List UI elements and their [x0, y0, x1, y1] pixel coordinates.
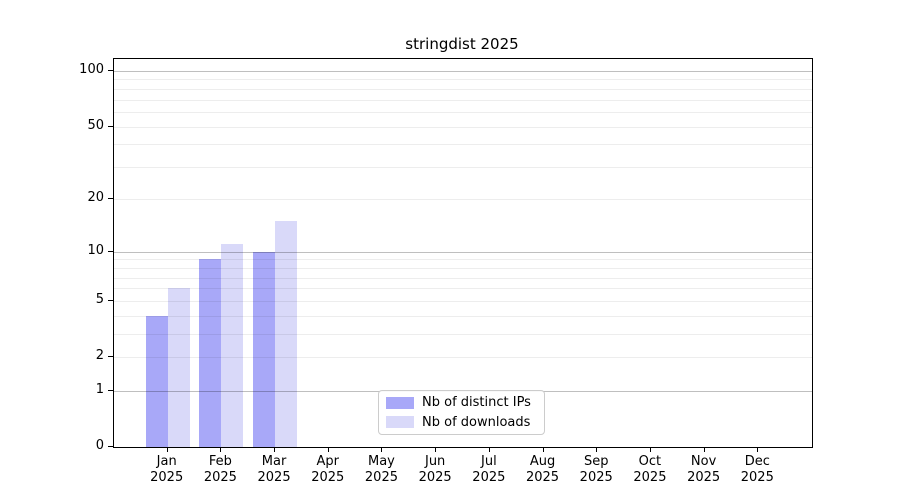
minor-gridline-9	[114, 259, 812, 261]
chart-title: stringdist 2025	[405, 35, 519, 53]
x-tick-mark-jun-2025	[435, 447, 437, 452]
x-tick-label-jun-2025: Jun 2025	[418, 454, 452, 485]
minor-gridline-90	[114, 79, 812, 81]
bar-feb-2025-nb-of-downloads	[221, 244, 244, 447]
legend-label-distinct-ips: Nb of distinct IPs	[422, 395, 531, 411]
x-tick-mark-nov-2025	[703, 447, 705, 452]
x-tick-mark-aug-2025	[542, 447, 544, 452]
legend-swatch-downloads	[386, 416, 414, 429]
plot-area	[113, 58, 813, 448]
x-tick-label-mar-2025: Mar 2025	[257, 454, 291, 485]
minor-gridline-50	[114, 126, 812, 128]
minor-gridline-8	[114, 267, 812, 269]
x-tick-label-apr-2025: Apr 2025	[311, 454, 345, 485]
x-tick-mark-feb-2025	[220, 447, 222, 452]
minor-gridline-80	[114, 88, 812, 90]
y-tick-mark-0	[108, 446, 113, 447]
minor-gridline-30	[114, 167, 812, 169]
x-tick-label-may-2025: May 2025	[364, 454, 398, 485]
x-tick-mark-dec-2025	[757, 447, 759, 452]
x-tick-mark-mar-2025	[274, 447, 276, 452]
minor-gridline-4	[114, 315, 812, 317]
legend-swatch-distinct-ips	[386, 396, 414, 409]
y-tick-mark-100	[108, 69, 113, 71]
minor-gridline-20	[114, 198, 812, 200]
x-tick-mark-jan-2025	[166, 447, 168, 452]
x-tick-mark-sep-2025	[596, 447, 598, 452]
x-tick-mark-jul-2025	[488, 447, 490, 452]
bar-feb-2025-nb-of-distinct-ips	[199, 259, 222, 447]
legend-item-distinct-ips: Nb of distinct IPs	[386, 395, 544, 410]
minor-gridline-40	[114, 144, 812, 146]
minor-gridline-3	[114, 334, 812, 336]
x-tick-label-oct-2025: Oct 2025	[633, 454, 667, 485]
y-tick-label-2: 2	[95, 348, 104, 364]
y-tick-label-5: 5	[95, 291, 104, 307]
y-tick-mark-10	[108, 250, 113, 252]
y-tick-label-0: 0	[95, 438, 104, 453]
bar-mar-2025-nb-of-distinct-ips	[253, 251, 276, 447]
y-tick-mark-2	[108, 356, 113, 358]
minor-gridline-5	[114, 300, 812, 302]
bar-jan-2025-nb-of-downloads	[167, 288, 190, 447]
x-tick-mark-oct-2025	[649, 447, 651, 452]
y-tick-label-100: 100	[79, 61, 104, 77]
y-tick-label-20: 20	[87, 189, 104, 205]
y-tick-label-1: 1	[95, 381, 104, 397]
major-gridline-100	[114, 70, 812, 72]
y-tick-mark-1	[108, 389, 113, 391]
x-tick-label-jan-2025: Jan 2025	[150, 454, 184, 485]
y-tick-label-50: 50	[87, 117, 104, 133]
minor-gridline-7	[114, 277, 812, 279]
y-tick-mark-20	[108, 197, 113, 199]
x-tick-label-feb-2025: Feb 2025	[203, 454, 237, 485]
x-tick-label-nov-2025: Nov 2025	[687, 454, 721, 485]
x-tick-mark-apr-2025	[327, 447, 329, 452]
minor-gridline-6	[114, 288, 812, 290]
x-tick-label-aug-2025: Aug 2025	[525, 454, 560, 485]
minor-gridline-60	[114, 111, 812, 113]
y-tick-mark-50	[108, 125, 113, 127]
bar-jan-2025-nb-of-distinct-ips	[145, 315, 168, 447]
x-tick-label-sep-2025: Sep 2025	[579, 454, 613, 485]
y-tick-label-10: 10	[87, 242, 104, 258]
x-tick-mark-may-2025	[381, 447, 383, 452]
legend-label-downloads: Nb of downloads	[422, 414, 531, 430]
major-gridline-10	[114, 251, 812, 253]
legend-item-downloads: Nb of downloads	[386, 415, 544, 430]
legend: Nb of distinct IPs Nb of downloads	[378, 390, 545, 435]
x-tick-label-jul-2025: Jul 2025	[472, 454, 506, 485]
minor-gridline-2	[114, 357, 812, 359]
bar-mar-2025-nb-of-downloads	[275, 221, 298, 447]
x-tick-label-dec-2025: Dec 2025	[740, 454, 774, 485]
y-tick-mark-5	[108, 299, 113, 301]
minor-gridline-70	[114, 99, 812, 101]
